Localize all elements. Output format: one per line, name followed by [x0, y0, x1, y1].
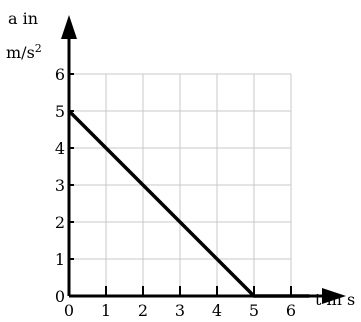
x-tick-label: 3 [175, 301, 185, 320]
y-axis-label-unit: m/s [6, 43, 35, 62]
x-tick-label: 5 [249, 301, 259, 320]
x-axis-arrowhead [322, 288, 346, 304]
ticks: 0 1 2 3 4 5 6 0 1 2 3 4 5 6 [55, 65, 296, 320]
x-tick-label: 2 [138, 301, 148, 320]
y-axis-label-line2: m/s2 [6, 42, 42, 62]
labels: a in m/s2 t in s [6, 9, 355, 309]
series [67, 109, 310, 298]
y-tick-label: 2 [55, 213, 65, 232]
grid [69, 73, 292, 296]
x-tick-label: 1 [101, 301, 111, 320]
y-axis-label-line1: a in [8, 9, 38, 28]
acceleration-series-line [67, 109, 310, 298]
y-tick-label: 4 [55, 139, 65, 158]
x-axis-label: t in s [315, 290, 355, 309]
y-tick-label: 1 [55, 250, 65, 269]
x-tick-label: 0 [64, 301, 74, 320]
y-axis-arrowhead [61, 15, 77, 39]
x-tick-label: 4 [212, 301, 222, 320]
y-axis-label-superscript: 2 [35, 42, 42, 55]
y-tick-label: 3 [55, 176, 65, 195]
x-tick-label: 6 [286, 301, 296, 320]
y-tick-label: 5 [55, 102, 65, 121]
y-tick-label: 0 [55, 287, 65, 306]
axes [61, 15, 346, 304]
y-tick-label: 6 [55, 65, 65, 84]
